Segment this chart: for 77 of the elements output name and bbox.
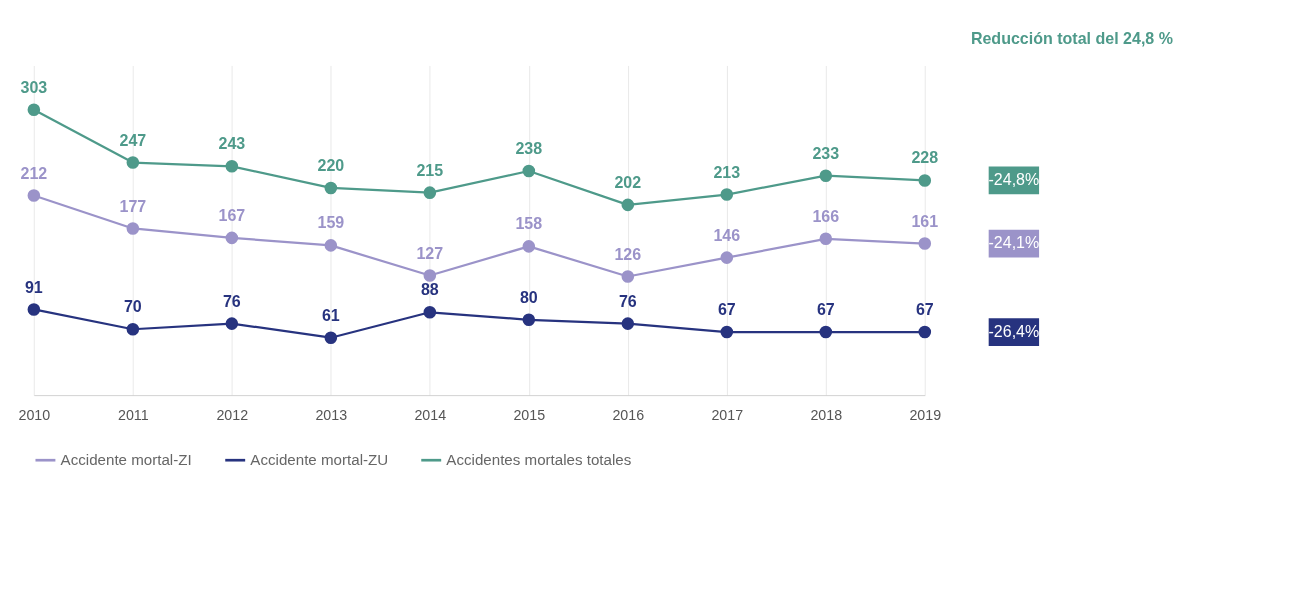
point [621, 317, 635, 330]
data-label: 70 [123, 297, 142, 316]
x-tick-label: 2018 [810, 406, 843, 423]
legend-label: Accidentes mortales totales [446, 450, 632, 468]
point [225, 317, 239, 330]
point [225, 231, 239, 245]
data-label: 61 [321, 305, 340, 324]
point [522, 164, 536, 178]
point [324, 239, 338, 252]
point [324, 331, 338, 344]
data-label: 76 [618, 291, 637, 310]
data-label: 220 [317, 156, 345, 175]
data-label: 202 [614, 172, 642, 191]
text: -24,1% [988, 232, 1040, 251]
point [918, 174, 932, 187]
data-label: 80 [519, 287, 538, 306]
x-tick-label: 2016 [612, 406, 645, 423]
data-label: 238 [515, 139, 543, 158]
data-label: 67 [915, 300, 934, 319]
data-label: 76 [222, 291, 241, 310]
text: -26,4% [988, 321, 1040, 340]
data-label: 212 [20, 163, 48, 182]
point [522, 240, 536, 253]
point [225, 160, 239, 173]
data-label: 67 [717, 300, 736, 319]
point [27, 189, 41, 202]
point [819, 325, 833, 339]
data-label: 161 [911, 211, 939, 230]
point [918, 325, 932, 339]
data-label: 159 [317, 213, 345, 232]
data-label: 91 [24, 277, 43, 296]
point [720, 188, 734, 201]
legend-label: Accidente mortal-ZU [250, 450, 389, 468]
point [27, 103, 41, 117]
point [423, 269, 437, 282]
x-tick-label: 2019 [909, 406, 942, 423]
point [423, 306, 437, 319]
data-label: 167 [218, 205, 246, 224]
point [126, 222, 140, 235]
data-label: 177 [119, 196, 147, 215]
data-label: 166 [812, 206, 840, 225]
data-label: 303 [20, 77, 48, 96]
x-tick-label: 2014 [414, 406, 447, 423]
point [720, 251, 734, 264]
data-label: 213 [713, 162, 741, 181]
x-tick-label: 2017 [711, 406, 744, 423]
point [522, 313, 536, 327]
legend-label: Accidente mortal-ZI [60, 450, 192, 468]
point [720, 325, 734, 339]
data-label: 88 [420, 280, 439, 299]
data-label: 127 [416, 243, 444, 262]
point [621, 198, 635, 212]
x-tick-label: 2011 [117, 406, 149, 423]
data-label: 233 [812, 143, 840, 162]
data-label: 146 [713, 225, 741, 244]
data-label: 67 [816, 300, 835, 319]
point [423, 186, 437, 199]
text: Reducción total del 24,8 % [970, 29, 1173, 48]
point [918, 237, 932, 250]
point [819, 169, 833, 183]
data-label: 228 [911, 148, 939, 167]
x-tick-label: 2012 [216, 406, 249, 423]
x-tick-label: 2015 [513, 406, 546, 423]
data-label: 215 [416, 160, 444, 179]
data-label: 247 [119, 130, 147, 149]
point [819, 232, 833, 246]
point [621, 270, 635, 283]
point [27, 303, 41, 316]
x-tick-label: 2010 [18, 406, 51, 423]
point [126, 322, 140, 336]
text: -24,8% [988, 169, 1040, 188]
point [126, 156, 140, 169]
data-label: 243 [218, 134, 246, 153]
x-tick-label: 2013 [315, 406, 348, 423]
point [324, 181, 338, 195]
data-label: 158 [515, 214, 543, 233]
data-label: 126 [614, 244, 642, 263]
